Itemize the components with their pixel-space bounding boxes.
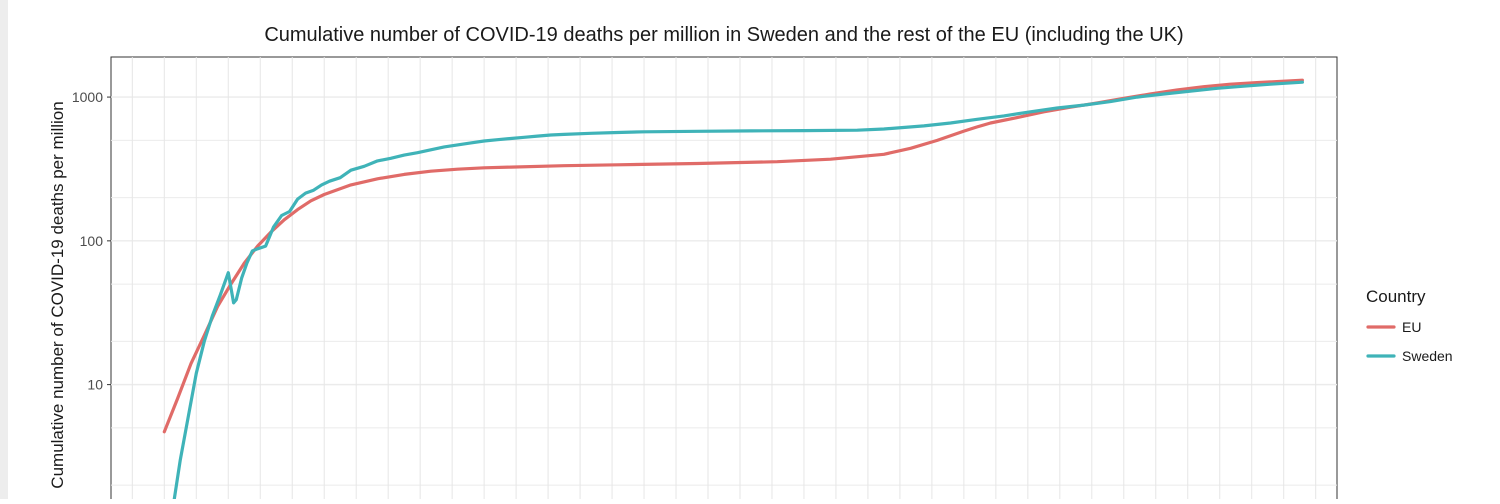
legend-title: Country (1366, 287, 1426, 306)
series-lines (162, 78, 1304, 504)
y-tick-label: 1000 (72, 89, 103, 105)
y-tick-label: 10 (87, 377, 103, 393)
left-window-edge (0, 0, 8, 499)
y-tick-label: 100 (80, 233, 104, 249)
legend-items: EU Sweden (1366, 319, 1453, 364)
plot-panel (110, 56, 1338, 504)
legend-label-eu: EU (1402, 319, 1421, 335)
series-line-sweden (171, 80, 1304, 504)
legend: Country EU Sweden (1366, 287, 1453, 364)
chart-title: Cumulative number of COVID-19 deaths per… (264, 24, 1183, 46)
y-axis-label: Cumulative number of COVID-19 deaths per… (48, 101, 67, 488)
y-axis-ticks: 10 100 1000 (72, 89, 111, 393)
legend-label-sweden: Sweden (1402, 348, 1453, 364)
